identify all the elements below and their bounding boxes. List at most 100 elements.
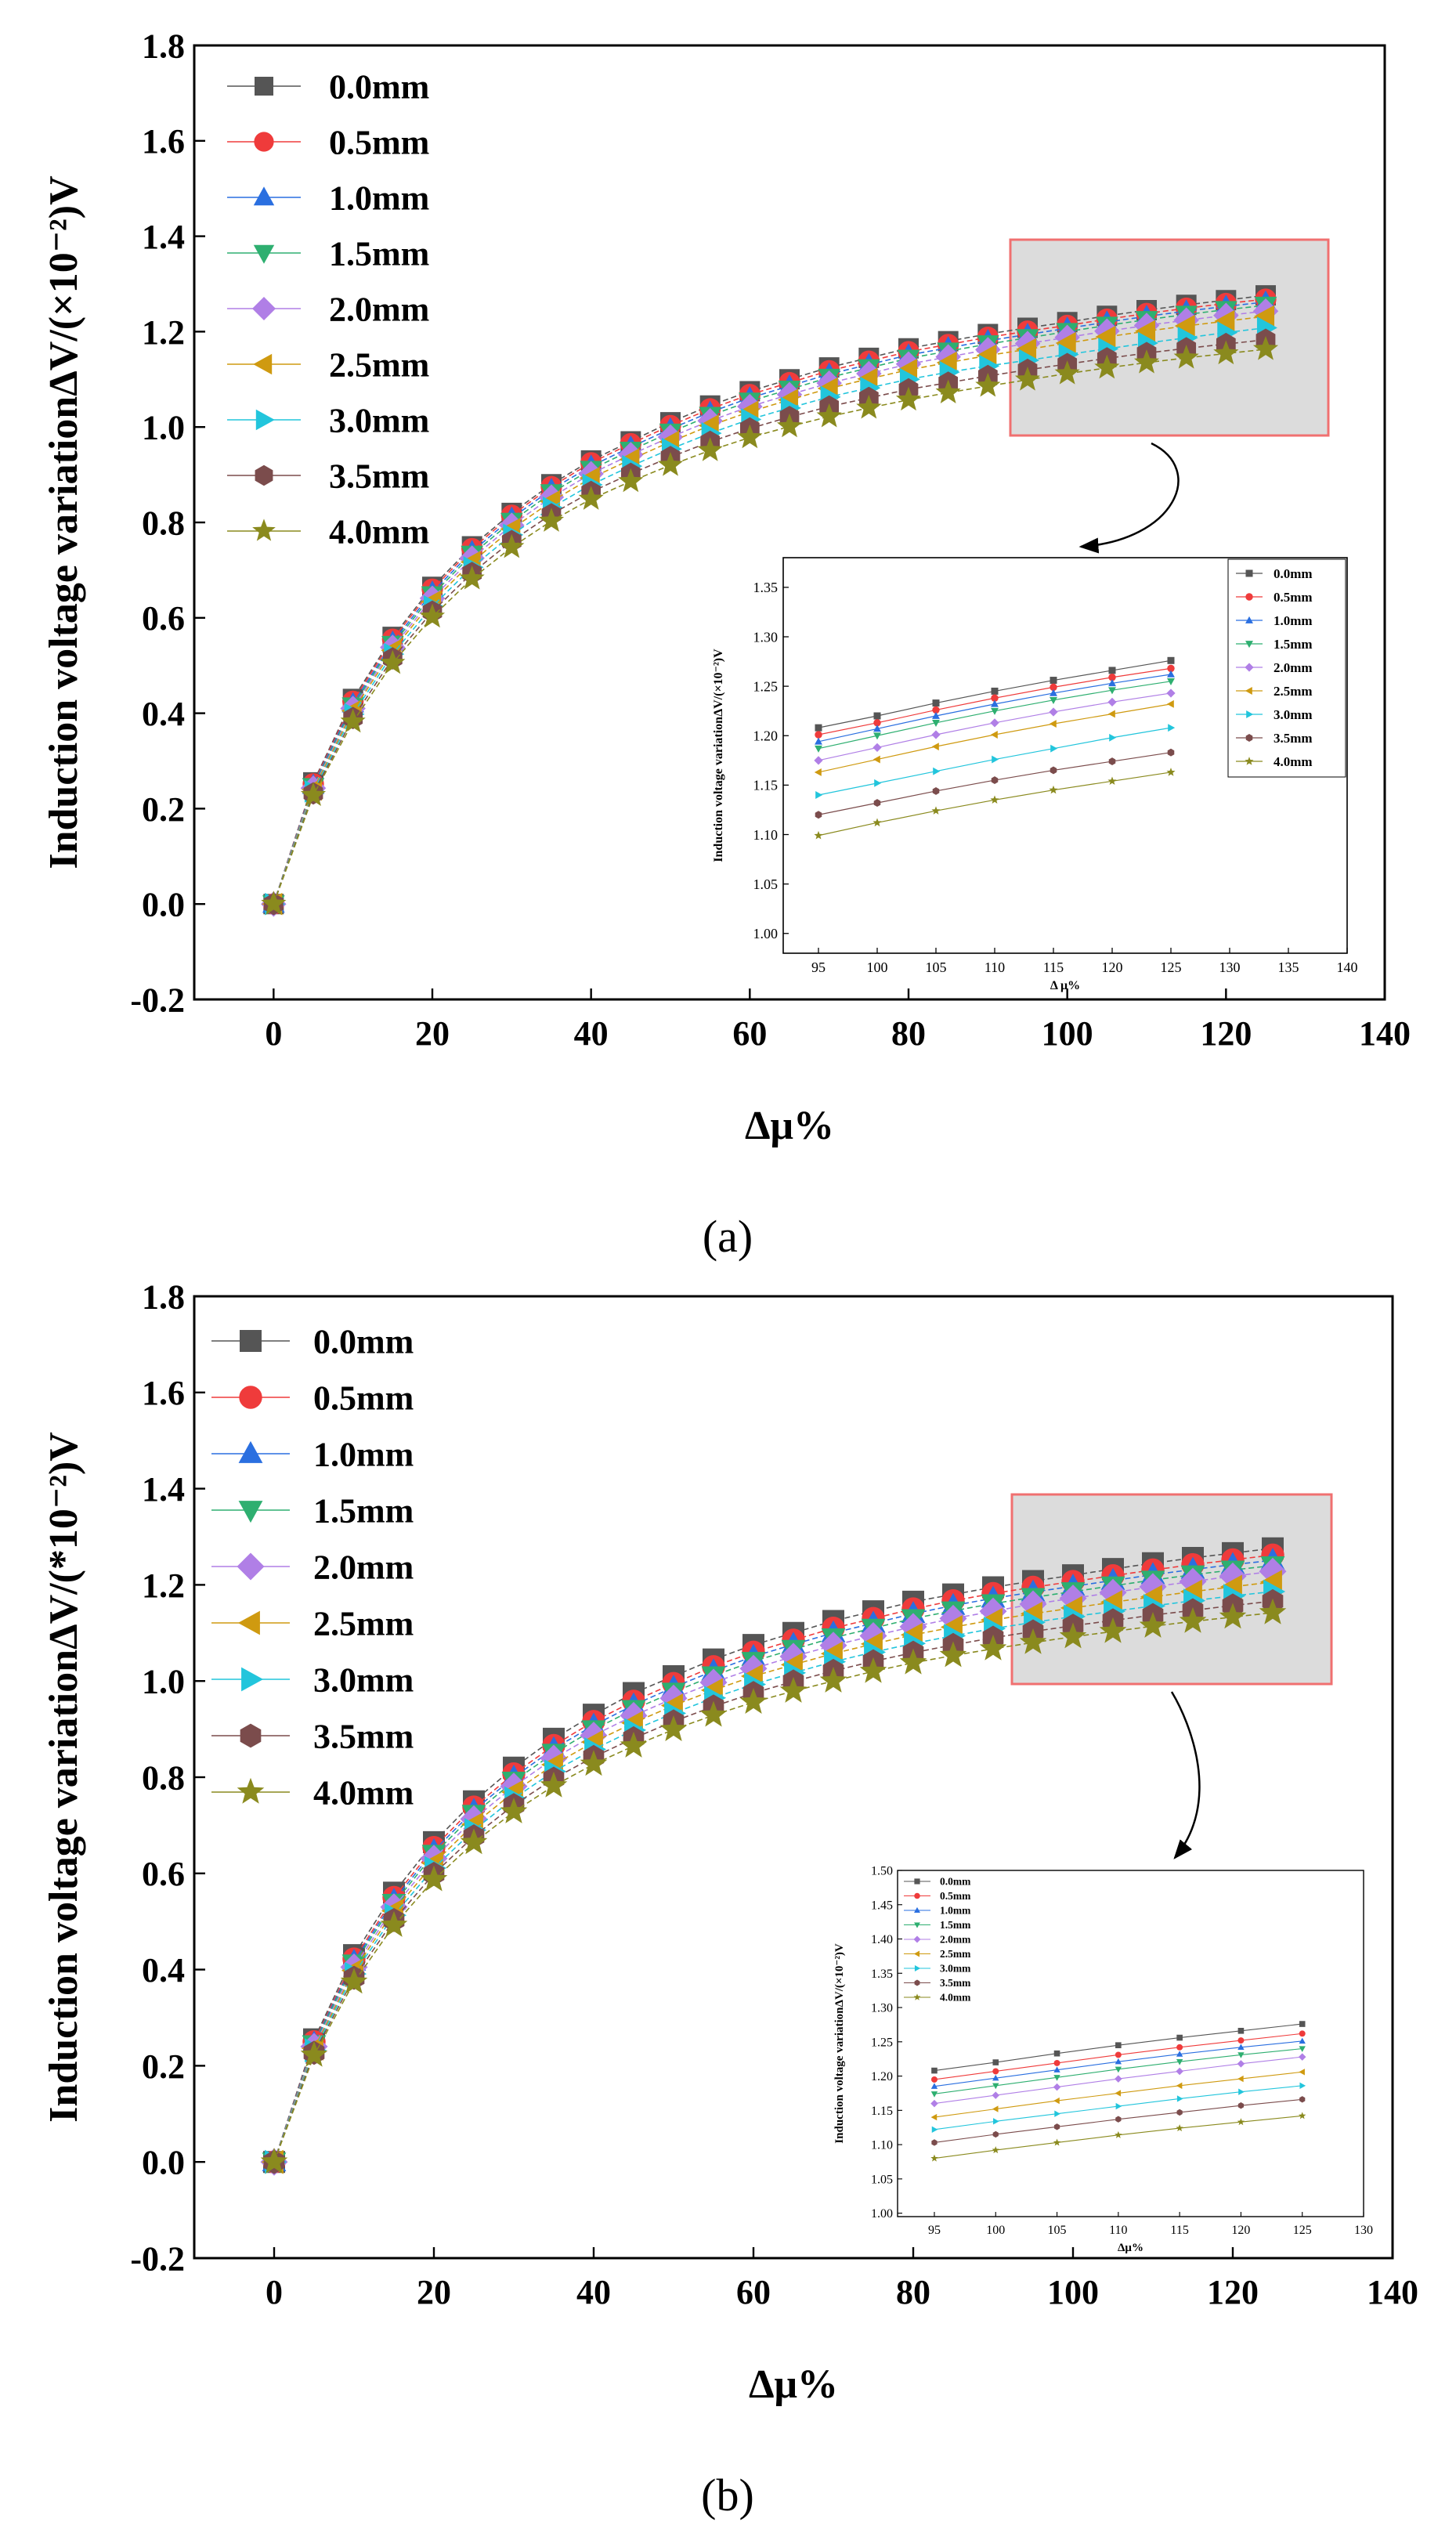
b-main-point-4.0mm bbox=[819, 1667, 847, 1693]
a-main-xtick-label: 120 bbox=[1200, 1014, 1252, 1053]
chart-a-inset: 95 100 105 110 115 120 125 130 135 140 1.00 1.05 1.1… bbox=[712, 557, 1358, 992]
b-inset-point-1.5mm bbox=[930, 2091, 938, 2098]
a-inset-legend-label-3.5mm: 3.5mm bbox=[1274, 731, 1313, 746]
b-main-series-line-0.0mm bbox=[273, 1547, 1274, 2163]
b-inset-point-2.5mm bbox=[992, 2105, 999, 2112]
a-main-ytick-label: 1.8 bbox=[142, 27, 185, 65]
b-main-point-4.0mm bbox=[739, 1688, 768, 1714]
a-inset-legend-marker-2.0mm bbox=[1245, 663, 1254, 672]
a-inset-point-4.0mm bbox=[873, 818, 882, 827]
a-main-point-4.0mm bbox=[816, 403, 842, 428]
a-main-point-4.0mm bbox=[538, 508, 565, 532]
b-inset-point-3.5mm bbox=[1299, 2096, 1306, 2103]
b-inset-point-1.5mm bbox=[1237, 2052, 1245, 2058]
b-inset-point-3.5mm bbox=[1176, 2109, 1183, 2116]
b-inset-point-2.5mm bbox=[1115, 2090, 1122, 2097]
a-main-legend-label-0.0mm: 0.0mm bbox=[329, 67, 429, 106]
b-inset-point-0.0mm bbox=[1237, 2028, 1245, 2034]
a-inset-legend-label-1.5mm: 1.5mm bbox=[1274, 637, 1313, 652]
a-main-point-2.5mm bbox=[1055, 331, 1076, 355]
a-inset-point-0.0mm bbox=[873, 712, 881, 720]
a-inset-point-1.0mm bbox=[1167, 670, 1175, 678]
b-main-legend-label-1.5mm: 1.5mm bbox=[313, 1491, 414, 1530]
a-inset-point-0.5mm bbox=[1108, 674, 1116, 681]
b-inset-point-0.5mm bbox=[1299, 2030, 1306, 2037]
b-inset-point-3.0mm bbox=[993, 2118, 999, 2125]
b-main-ytick-label: -0.2 bbox=[130, 2239, 185, 2278]
b-inset-point-3.5mm bbox=[1237, 2102, 1245, 2109]
b-inset-ytick-label: 1.35 bbox=[871, 1968, 893, 1981]
b-inset-legend-marker-2.5mm bbox=[913, 1950, 920, 1957]
a-inset-point-1.0mm bbox=[873, 725, 881, 732]
a-inset-ytick-label: 1.20 bbox=[753, 728, 779, 744]
a-main-panel-label: (a) bbox=[703, 1211, 753, 1262]
b-inset-point-2.0mm bbox=[992, 2091, 1000, 2099]
b-inset-point-3.5mm bbox=[992, 2130, 999, 2138]
b-inset-point-1.0mm bbox=[1237, 2044, 1245, 2051]
a-inset-point-4.0mm bbox=[1166, 768, 1176, 776]
a-inset-point-1.5mm bbox=[1050, 696, 1057, 704]
a-inset-point-3.0mm bbox=[815, 791, 823, 799]
a-main-y-axis-label: Induction voltage variationΔV/(×10⁻²)V bbox=[42, 175, 86, 869]
a-inset-point-1.0mm bbox=[932, 711, 940, 719]
a-inset-legend-label-3.0mm: 3.0mm bbox=[1274, 707, 1313, 722]
a-inset-point-1.5mm bbox=[932, 720, 940, 728]
a-main-legend-marker-3.0mm bbox=[255, 409, 275, 431]
a-inset-point-3.5mm bbox=[1108, 757, 1116, 766]
a-main-point-4.0mm bbox=[935, 379, 961, 404]
a-main-point-4.0mm bbox=[1213, 340, 1239, 365]
a-main-xtick-label: 40 bbox=[574, 1014, 609, 1053]
b-inset-point-3.0mm bbox=[1238, 2088, 1245, 2095]
a-inset-point-0.0mm bbox=[1167, 656, 1175, 664]
a-inset-point-3.0mm bbox=[1109, 733, 1117, 742]
a-inset-point-2.0mm bbox=[1107, 697, 1117, 706]
a-inset-ytick-label: 1.10 bbox=[753, 827, 779, 843]
a-main-point-4.0mm bbox=[578, 486, 604, 510]
a-inset-point-4.0mm bbox=[814, 830, 823, 840]
b-inset-legend-label-1.0mm: 1.0mm bbox=[940, 1905, 971, 1917]
b-inset-point-2.5mm bbox=[1299, 2069, 1305, 2076]
b-inset-legend-label-0.0mm: 0.0mm bbox=[940, 1876, 971, 1888]
a-main-xtick-label: 20 bbox=[415, 1014, 450, 1053]
b-main-legend-marker-1.0mm bbox=[238, 1440, 263, 1463]
b-main-legend-label-2.0mm: 2.0mm bbox=[313, 1548, 414, 1586]
zoom-arrow-a bbox=[1078, 442, 1180, 554]
b-main-legend-label-3.0mm: 3.0mm bbox=[313, 1661, 414, 1699]
a-main-legend-label-0.5mm: 0.5mm bbox=[329, 123, 429, 161]
a-inset-point-2.0mm bbox=[1049, 707, 1058, 717]
b-main-point-4.0mm bbox=[1139, 1612, 1167, 1638]
b-main-point-4.0mm bbox=[620, 1731, 648, 1758]
b-main-legend-marker-4.0mm bbox=[237, 1777, 265, 1804]
a-main-legend-marker-1.5mm bbox=[253, 244, 275, 264]
a-main-ytick-label: 0.8 bbox=[142, 504, 185, 542]
a-inset-legend-marker-0.5mm bbox=[1245, 593, 1253, 601]
b-main-panel-label: (b) bbox=[701, 2470, 754, 2521]
b-main-point-4.0mm bbox=[899, 1648, 927, 1675]
b-main-point-4.0mm bbox=[659, 1715, 688, 1741]
a-inset-legend-marker-4.0mm bbox=[1245, 757, 1254, 765]
b-inset-point-2.0mm bbox=[930, 2099, 938, 2108]
a-main-xtick-label: 100 bbox=[1042, 1014, 1093, 1053]
a-main-point-4.0mm bbox=[776, 413, 803, 438]
a-inset-point-2.5mm bbox=[1049, 720, 1057, 728]
b-inset-point-0.5mm bbox=[1115, 2051, 1122, 2058]
a-main-xtick-label: 140 bbox=[1359, 1014, 1411, 1053]
a-inset-point-4.0mm bbox=[931, 806, 941, 815]
b-inset-point-0.0mm bbox=[1299, 2021, 1306, 2027]
a-inset-point-0.5mm bbox=[873, 719, 881, 727]
a-inset-ytick-label: 1.15 bbox=[753, 778, 779, 793]
b-inset-point-0.0mm bbox=[1176, 2034, 1183, 2041]
b-main-ytick-label: 0.6 bbox=[142, 1855, 185, 1893]
b-main-ytick-label: 0.2 bbox=[142, 2047, 185, 2086]
a-main-point-4.0mm bbox=[261, 891, 287, 915]
a-main-legend-label-3.0mm: 3.0mm bbox=[329, 401, 429, 439]
a-inset-point-1.0mm bbox=[1108, 679, 1116, 687]
b-inset-xtick-label: 115 bbox=[1170, 2224, 1188, 2237]
a-inset-point-2.0mm bbox=[814, 756, 823, 765]
b-main-legend-label-2.5mm: 2.5mm bbox=[313, 1604, 414, 1642]
b-main-point-4.0mm bbox=[779, 1676, 807, 1703]
b-inset-xtick-label: 120 bbox=[1231, 2224, 1250, 2237]
b-inset-legend-label-2.0mm: 2.0mm bbox=[940, 1934, 971, 1946]
a-main-point-4.0mm bbox=[1133, 349, 1160, 374]
